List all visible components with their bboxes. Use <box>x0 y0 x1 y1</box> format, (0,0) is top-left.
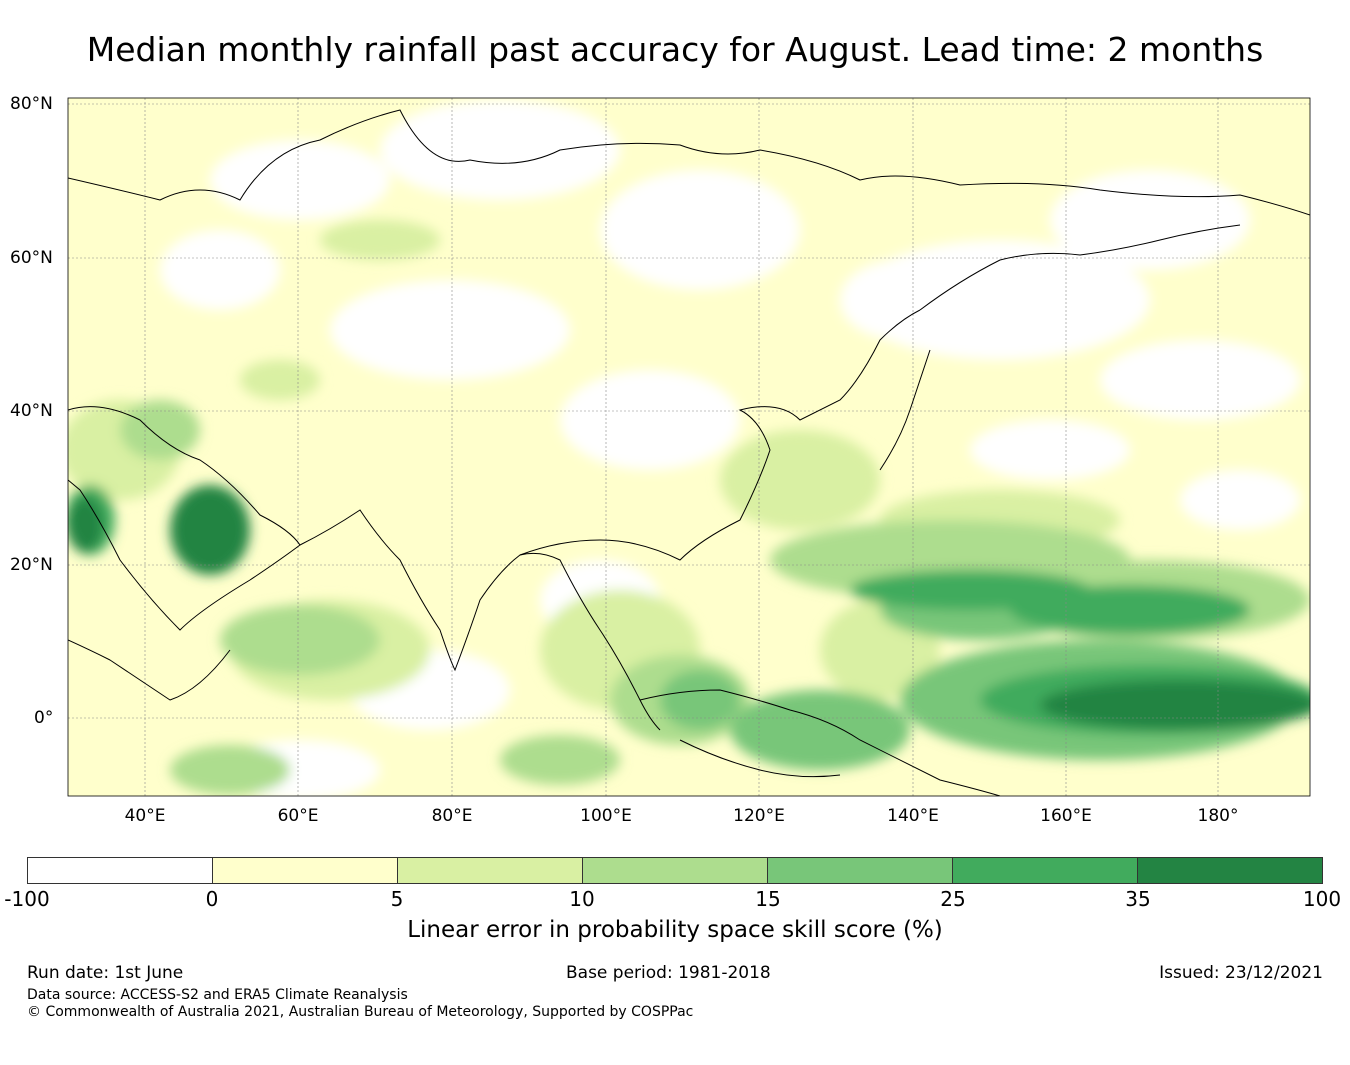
colorbar-tick: 10 <box>569 887 595 911</box>
colorbar-tick: -100 <box>4 887 50 911</box>
colorbar-tick: 0 <box>205 887 219 911</box>
lat-label-80n: 80°N <box>10 94 53 114</box>
arabia-coast <box>68 406 301 631</box>
skill-patch <box>730 690 910 770</box>
colorbar-segment <box>953 858 1138 883</box>
skill-patch <box>1180 470 1300 530</box>
arctic-coast <box>68 109 1310 216</box>
lon-label-80e: 80°E <box>431 806 473 826</box>
run-date: Run date: 1st June <box>27 963 184 983</box>
map-frame <box>67 97 1311 797</box>
skill-patch <box>320 220 440 260</box>
colorbar-tick: 15 <box>755 887 781 911</box>
colorbar-segment <box>28 858 213 883</box>
lat-label-60n: 60°N <box>10 248 53 268</box>
lat-label-20n: 20°N <box>10 555 53 575</box>
colorbar-segment <box>768 858 953 883</box>
skill-patch <box>1010 585 1250 635</box>
indonesia-coast <box>639 689 1001 796</box>
lon-label-120e: 120°E <box>733 806 785 826</box>
india-coast <box>299 509 661 731</box>
lon-label-60e: 60°E <box>277 806 319 826</box>
skill-patch <box>330 280 570 380</box>
skill-patch <box>240 360 320 400</box>
skill-patch <box>380 100 620 200</box>
colorbar-tick: 5 <box>390 887 404 911</box>
colorbar-tick: 35 <box>1125 887 1151 911</box>
colorbar-segment <box>398 858 583 883</box>
colorbar <box>27 857 1323 884</box>
colorbar-tick: 25 <box>940 887 966 911</box>
skill-patch <box>68 497 103 553</box>
east-asia-coast <box>519 309 921 561</box>
skill-patch <box>170 485 250 575</box>
skill-patch <box>600 170 800 290</box>
skill-patch <box>660 670 740 730</box>
lon-label-180: 180° <box>1197 806 1239 826</box>
lon-label-100e: 100°E <box>580 806 632 826</box>
data-source: Data source: ACCESS-S2 and ERA5 Climate … <box>27 987 408 1003</box>
skill-patch <box>720 430 880 530</box>
skill-patch <box>120 400 200 460</box>
lon-label-140e: 140°E <box>887 806 939 826</box>
skill-patch <box>1100 340 1300 420</box>
skill-patch <box>1040 680 1310 730</box>
lat-label-40n: 40°N <box>10 401 53 421</box>
japan-coast <box>879 349 931 471</box>
skill-patch <box>970 420 1130 480</box>
lon-label-160e: 160°E <box>1040 806 1092 826</box>
lat-label-0: 0° <box>34 708 54 728</box>
colorbar-segment <box>213 858 398 883</box>
colorbar-label: Linear error in probability space skill … <box>407 917 943 943</box>
colorbar-tick: 100 <box>1302 887 1342 911</box>
skill-patch <box>170 745 290 795</box>
skill-patch <box>160 230 280 310</box>
lon-label-40e: 40°E <box>124 806 166 826</box>
skill-patch <box>560 370 740 470</box>
skill-patch <box>840 260 960 340</box>
chart-title: Median monthly rainfall past accuracy fo… <box>86 30 1264 69</box>
colorbar-segment <box>1138 858 1322 883</box>
coastlines <box>68 109 1310 796</box>
issued-date: Issued: 23/12/2021 <box>1159 963 1323 983</box>
skill-patch <box>220 605 380 675</box>
skill-patch <box>1050 170 1250 270</box>
colorbar-segment <box>583 858 768 883</box>
skill-patch <box>500 735 620 785</box>
africa-coast <box>68 639 231 701</box>
java-coast <box>679 739 841 778</box>
skill-patch <box>210 140 390 220</box>
base-period: Base period: 1981-2018 <box>566 963 771 983</box>
kamchatka-coast <box>919 224 1241 311</box>
copyright: © Commonwealth of Australia 2021, Austra… <box>27 1004 694 1020</box>
